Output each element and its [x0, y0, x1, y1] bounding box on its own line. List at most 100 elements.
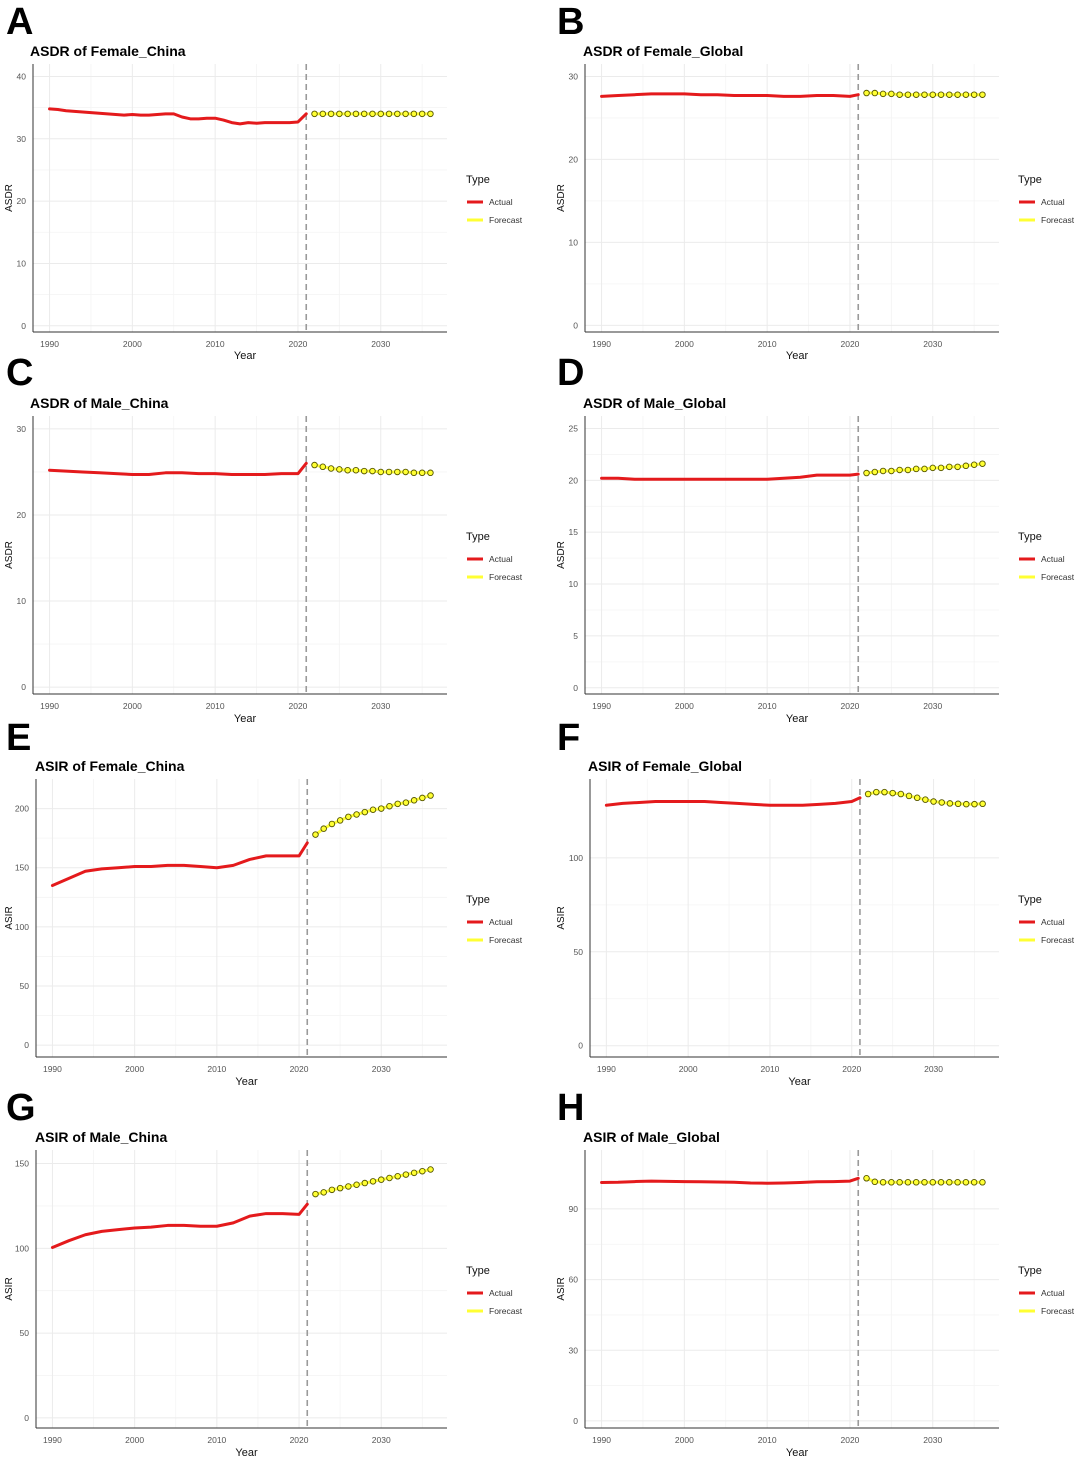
- series-actual-line: [48, 461, 308, 477]
- forecast-point: [922, 796, 929, 803]
- panel-letter: H: [557, 1087, 584, 1129]
- x-tick-label: 2030: [924, 1064, 943, 1074]
- forecast-point: [369, 467, 376, 475]
- y-axis-label: ASDR: [556, 541, 567, 569]
- legend-label: Actual: [1041, 197, 1065, 207]
- chart-title: ASIR of Male_Global: [583, 1129, 720, 1145]
- forecast-point: [863, 469, 870, 477]
- forecast-point: [888, 467, 895, 475]
- forecast-point: [320, 1189, 327, 1196]
- forecast-point: [345, 1183, 352, 1190]
- x-tick-label: 2000: [679, 1064, 698, 1074]
- forecast-point: [864, 790, 872, 798]
- forecast-point: [394, 110, 401, 118]
- y-axis-label: ASDR: [4, 184, 15, 212]
- forecast-point: [353, 1181, 360, 1188]
- forecast-point: [394, 468, 401, 476]
- x-tick-label: 2030: [371, 701, 390, 711]
- y-axis-label: ASIR: [556, 906, 567, 929]
- forecast-point: [386, 802, 393, 810]
- x-tick-label: 2020: [840, 1435, 859, 1445]
- forecast-point: [369, 110, 376, 118]
- forecast-point: [394, 800, 401, 808]
- forecast-point: [937, 1179, 945, 1186]
- x-tick-label: 1990: [43, 1064, 62, 1074]
- forecast-point: [929, 1179, 937, 1186]
- legend-label: Forecast: [1041, 935, 1075, 945]
- y-tick-label: 90: [569, 1204, 579, 1214]
- series-actual-line: [600, 1176, 860, 1185]
- forecast-point: [979, 1179, 986, 1186]
- x-tick-label: 2010: [207, 1435, 226, 1445]
- forecast-point: [881, 788, 888, 796]
- y-tick-label: 0: [573, 320, 578, 330]
- y-tick-label: 0: [573, 683, 578, 693]
- legend-label: Forecast: [489, 935, 523, 945]
- legend-title: Type: [466, 531, 490, 543]
- forecast-point: [336, 466, 343, 473]
- y-tick-label: 50: [574, 947, 584, 957]
- legend-label: Forecast: [489, 215, 523, 225]
- forecast-point: [336, 817, 344, 824]
- forecast-point: [312, 1190, 319, 1198]
- forecast-point: [410, 110, 418, 118]
- y-tick-label: 0: [21, 682, 26, 692]
- forecast-point: [879, 467, 887, 475]
- forecast-point: [962, 91, 970, 98]
- y-tick-label: 150: [15, 863, 29, 873]
- legend-title: Type: [466, 894, 490, 906]
- forecast-point: [871, 1178, 879, 1186]
- x-tick-label: 2030: [923, 1435, 942, 1445]
- forecast-point: [904, 91, 912, 98]
- forecast-point: [871, 89, 879, 97]
- forecast-point: [929, 91, 937, 98]
- chart-title: ASDR of Female_China: [30, 43, 186, 59]
- forecast-point: [970, 91, 978, 98]
- x-axis-label: Year: [786, 713, 809, 725]
- x-axis-label: Year: [786, 350, 809, 362]
- forecast-point: [954, 800, 962, 808]
- forecast-point: [929, 464, 937, 472]
- forecast-point: [402, 468, 409, 476]
- y-tick-label: 0: [24, 1413, 29, 1423]
- forecast-point: [905, 792, 913, 800]
- y-tick-label: 20: [17, 196, 27, 206]
- x-tick-label: 2000: [675, 701, 694, 711]
- series-actual-line: [48, 107, 308, 126]
- x-tick-label: 2000: [125, 1064, 144, 1074]
- forecast-point: [896, 1179, 903, 1186]
- x-tick-label: 2000: [675, 1435, 694, 1445]
- x-tick-label: 2010: [207, 1064, 226, 1074]
- forecast-point: [946, 1179, 953, 1186]
- legend-label: Actual: [489, 917, 513, 927]
- chart-title: ASDR of Male_Global: [583, 395, 726, 411]
- forecast-point: [871, 468, 879, 476]
- forecast-point: [319, 463, 327, 471]
- panel-letter: A: [6, 1, 33, 43]
- x-tick-label: 2030: [372, 1435, 391, 1445]
- x-tick-label: 2020: [840, 339, 859, 349]
- forecast-point: [963, 800, 970, 808]
- y-tick-label: 50: [20, 1328, 30, 1338]
- forecast-point: [873, 788, 880, 796]
- legend-label: Forecast: [1041, 572, 1075, 582]
- series-actual-line: [50, 841, 309, 887]
- y-axis-label: ASDR: [556, 184, 567, 212]
- x-tick-label: 2030: [923, 701, 942, 711]
- legend-label: Actual: [489, 554, 513, 564]
- legend: Type Actual Forecast: [466, 531, 523, 582]
- x-tick-label: 1990: [40, 701, 59, 711]
- x-tick-label: 2010: [758, 1435, 777, 1445]
- x-tick-label: 2020: [288, 701, 307, 711]
- forecast-point: [377, 805, 385, 812]
- forecast-point: [320, 825, 327, 832]
- y-tick-label: 20: [569, 154, 579, 164]
- forecast-point: [427, 110, 434, 118]
- forecast-point: [377, 468, 385, 476]
- legend-label: Forecast: [1041, 215, 1075, 225]
- forecast-point: [311, 110, 318, 118]
